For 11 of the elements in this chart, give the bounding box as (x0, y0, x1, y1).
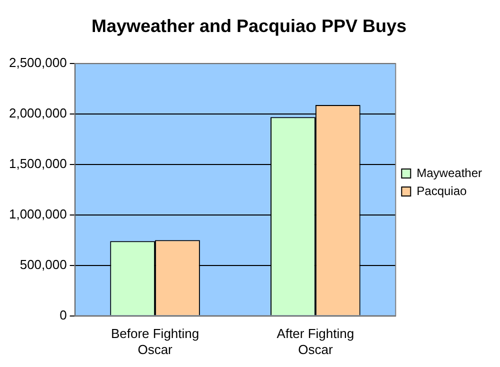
x-tick-label: After Fighting Oscar (276, 326, 354, 357)
legend-label: Mayweather (416, 166, 482, 180)
y-tick-label: 1,000,000 (8, 206, 67, 222)
y-tick-label: 500,000 (20, 256, 67, 272)
x-tick-label: Before Fighting Oscar (110, 326, 200, 357)
y-tick-label: 1,500,000 (8, 156, 67, 172)
y-tick-label: 2,500,000 (8, 55, 67, 70)
y-tick-label: 0 (60, 307, 67, 322)
legend-label: Pacquiao (416, 184, 468, 198)
chart-title: Mayweather and Pacquiao PPV Buys (91, 16, 407, 36)
y-tick-label: 2,000,000 (8, 106, 67, 121)
